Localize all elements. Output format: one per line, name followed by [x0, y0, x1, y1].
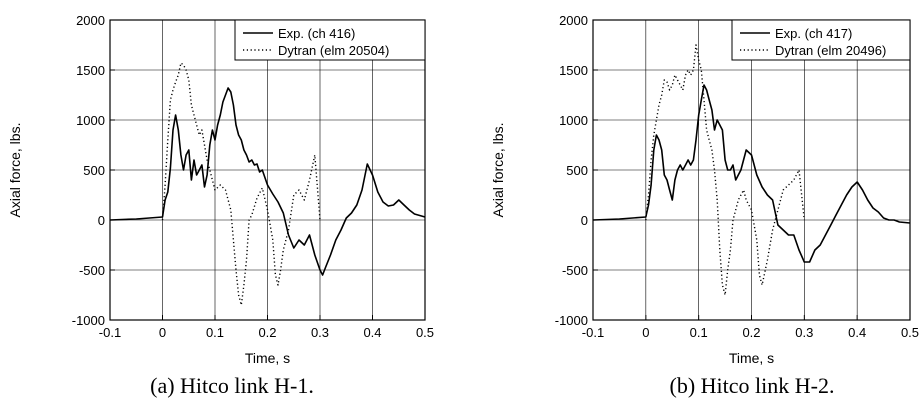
y-tick-label: -1000: [72, 313, 105, 328]
x-tick-label: 0.2: [258, 325, 276, 340]
x-axis-label: Time, s: [729, 350, 774, 366]
dytran-series-line: [161, 62, 321, 306]
exp-series-line: [592, 84, 911, 263]
x-tick-label: 0: [642, 325, 649, 340]
x-tick-label: 0: [159, 325, 166, 340]
y-tick-label: 500: [566, 163, 588, 178]
y-axis-label: Axial force, lbs.: [7, 123, 23, 218]
x-tick-label: 0.2: [742, 325, 760, 340]
x-tick-label: 0.4: [363, 325, 381, 340]
y-tick-label: 500: [83, 163, 105, 178]
dytran-series-line: [645, 44, 805, 296]
y-axis-label: Axial force, lbs.: [490, 123, 506, 218]
legend-entry: Exp. (ch 417): [775, 26, 852, 41]
y-tick-label: -500: [79, 263, 105, 278]
x-axis-label: Time, s: [245, 350, 290, 366]
x-tick-label: 0.3: [311, 325, 329, 340]
x-tick-label: 0.1: [206, 325, 224, 340]
y-tick-label: 1500: [76, 63, 105, 78]
legend-entry: Exp. (ch 416): [278, 26, 355, 41]
x-tick-label: 0.5: [901, 325, 919, 340]
legend-entry: Dytran (elm 20504): [278, 43, 389, 58]
y-tick-label: 2000: [76, 13, 105, 28]
legend-entry: Dytran (elm 20496): [775, 43, 886, 58]
y-tick-label: -1000: [555, 313, 588, 328]
exp-series-line: [109, 87, 426, 276]
y-tick-label: 1000: [76, 113, 105, 128]
x-tick-label: -0.1: [99, 325, 121, 340]
chart-panel-a: -0.1 0 0.1 0.2 0.3 0.4 0.5 -1000 -500 0 500 1000 150…: [7, 13, 434, 398]
y-tick-label: 1000: [559, 113, 588, 128]
chart-panel-b: -0.1 0 0.1 0.2 0.3 0.4 0.5 -1000 -500 0 500 1000 150…: [490, 13, 919, 398]
y-tick-label: 2000: [559, 13, 588, 28]
y-tick-label: -500: [562, 263, 588, 278]
x-tick-label: 0.5: [416, 325, 434, 340]
x-tick-label: 0.3: [795, 325, 813, 340]
legend-box: [731, 19, 911, 61]
legend: Exp. (ch 416) Dytran (elm 20504): [234, 19, 426, 61]
figure-caption: (b) Hitco link H-2.: [670, 373, 835, 398]
legend: Exp. (ch 417) Dytran (elm 20496): [731, 19, 911, 61]
x-tick-label: -0.1: [582, 325, 604, 340]
y-tick-label: 0: [581, 213, 588, 228]
x-tick-label: 0.1: [690, 325, 708, 340]
figure-caption: (a) Hitco link H-1.: [150, 373, 314, 398]
legend-box: [234, 19, 426, 61]
y-tick-label: 1500: [559, 63, 588, 78]
y-tick-label: 0: [98, 213, 105, 228]
x-tick-label: 0.4: [848, 325, 866, 340]
